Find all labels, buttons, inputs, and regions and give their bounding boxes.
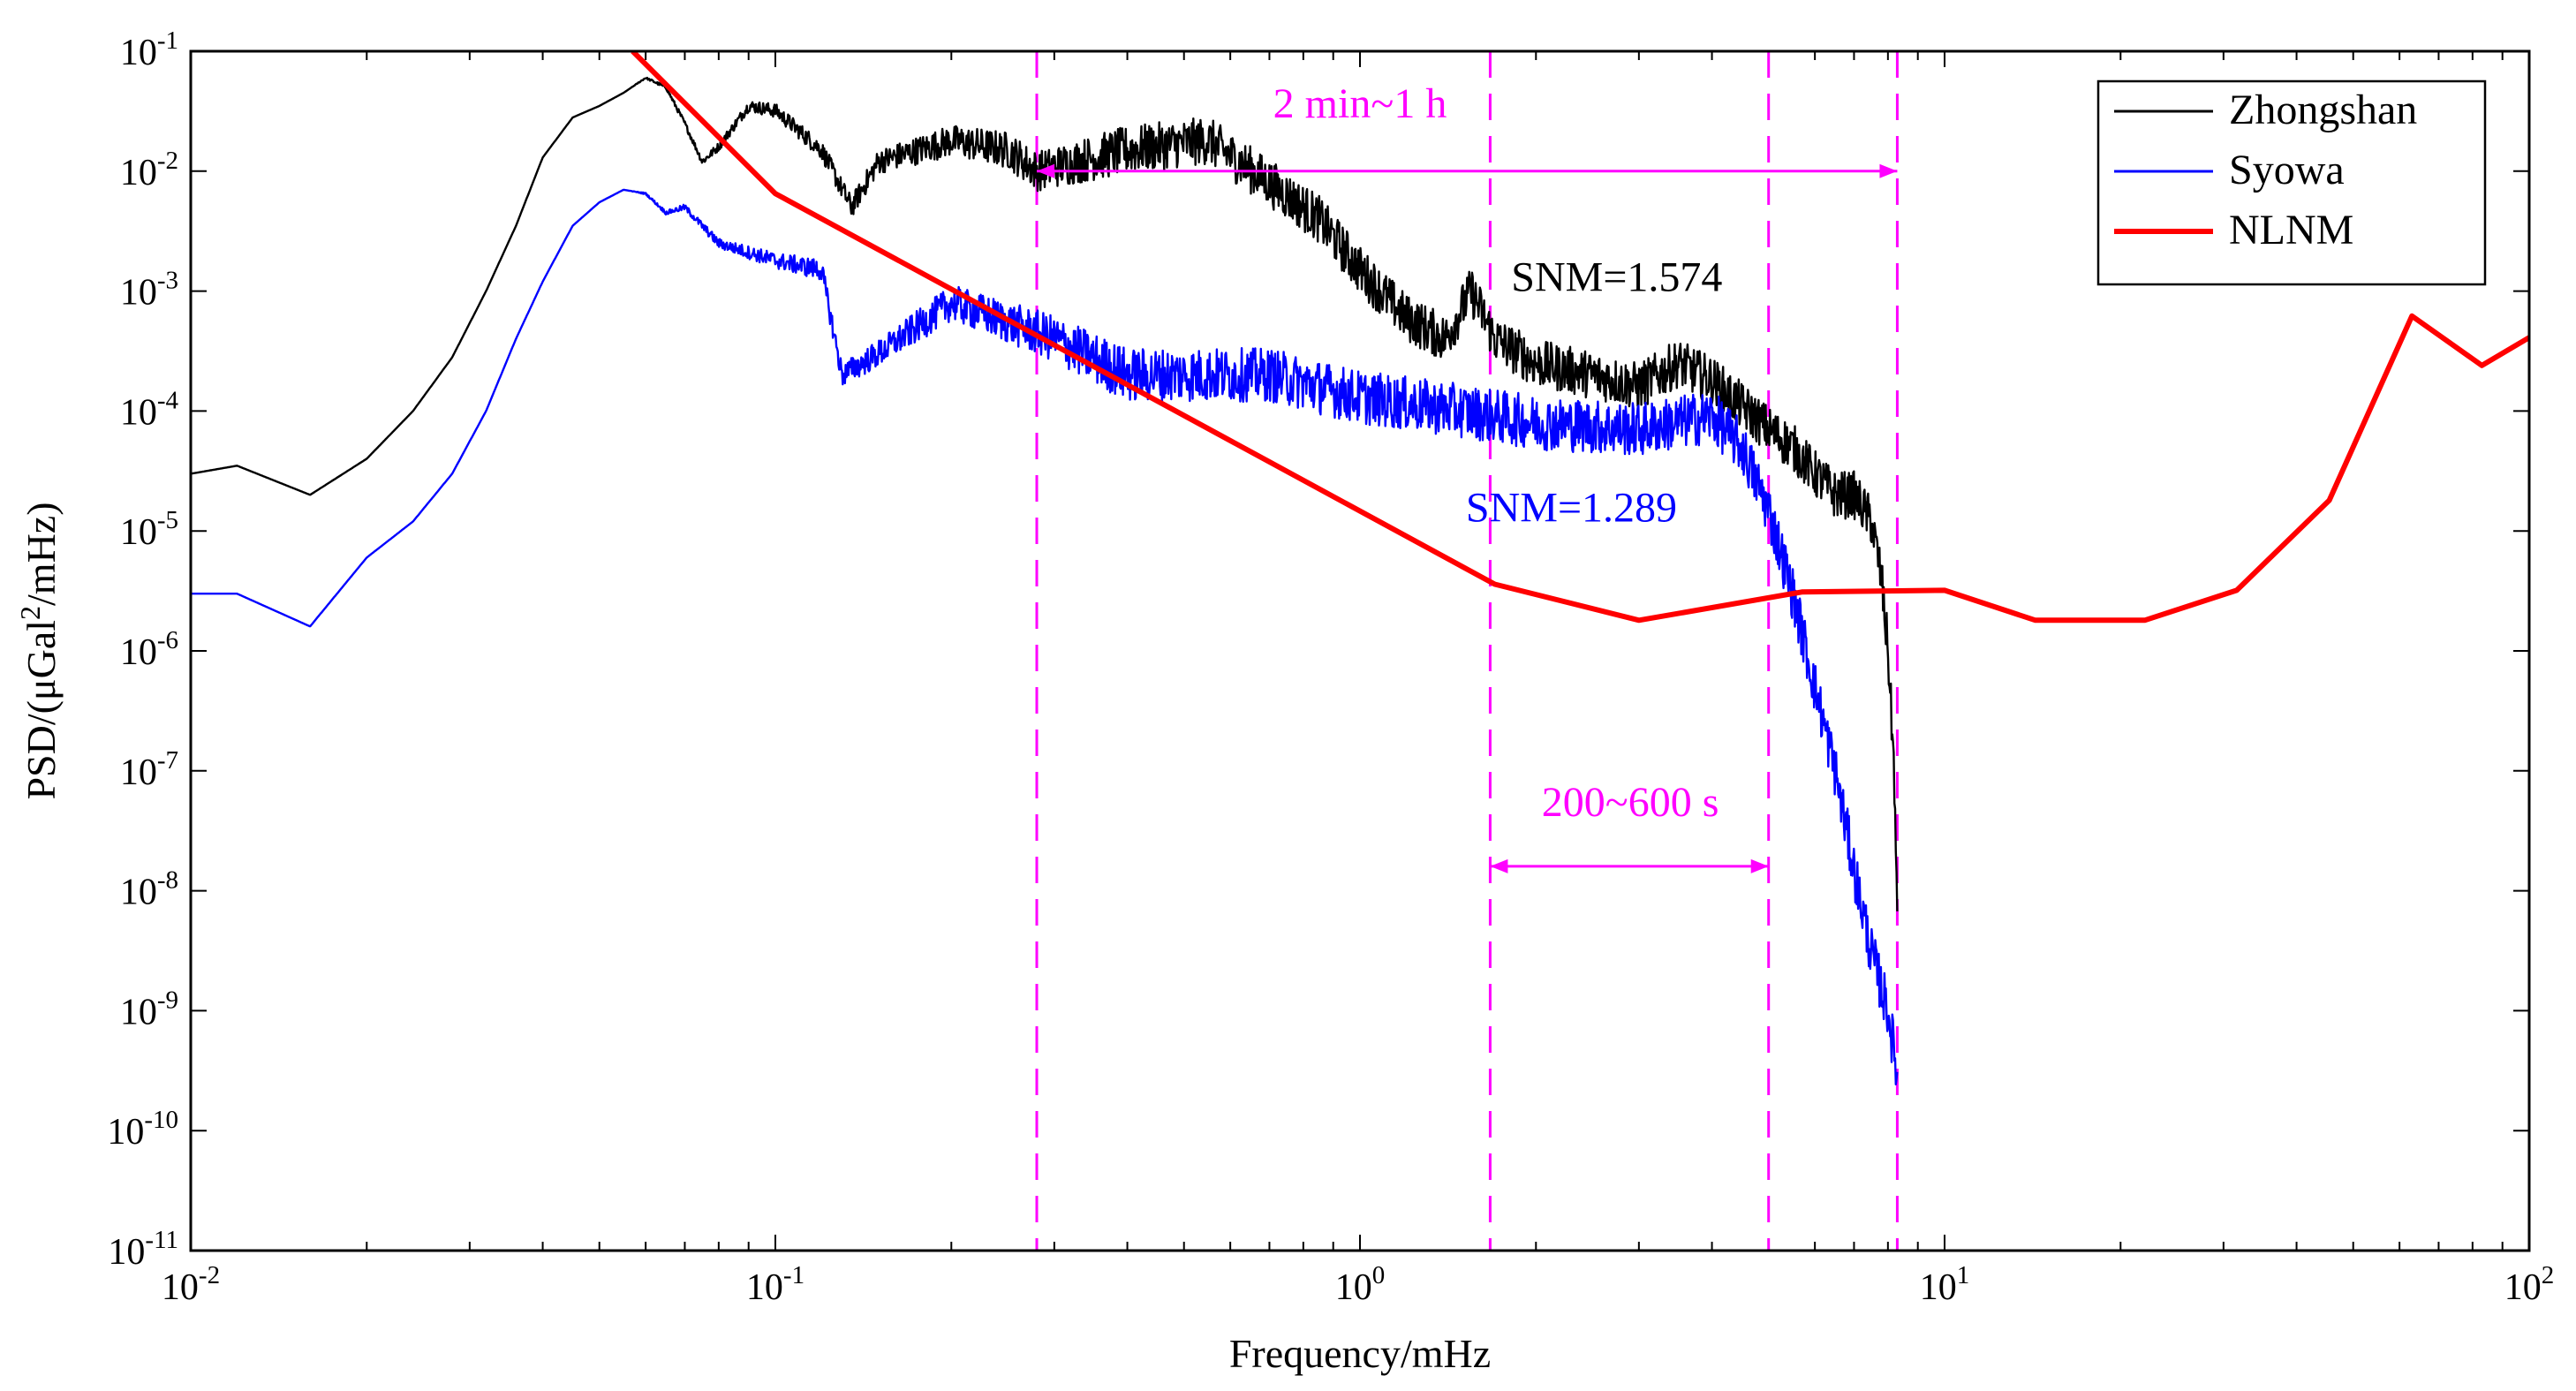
arrow-head: [1490, 858, 1508, 873]
legend-label: NLNM: [2229, 207, 2353, 253]
y-tick-label: 10-1: [120, 26, 178, 73]
y-axis-title: PSD/(μGal2/mHz): [14, 502, 64, 799]
annotations: 2 min~1 h 200~600 s SNM=1.574 SNM=1.289: [1037, 80, 1898, 873]
axis-ticks: [190, 50, 2529, 1251]
x-tick-label: 10-1: [746, 1261, 805, 1308]
x-tick-label: 100: [1335, 1261, 1386, 1308]
series-line-zhongshan: [191, 76, 1899, 911]
arrow-head: [1750, 858, 1769, 873]
y-tick-label: 10-11: [108, 1226, 178, 1273]
y-tick-label: 10-4: [120, 386, 179, 433]
series-line-nlnm: [631, 51, 2529, 624]
annotation-label: 200~600 s: [1542, 779, 1719, 826]
y-tick-label: 10-3: [120, 267, 178, 314]
y-tick-label: 10-7: [120, 746, 178, 793]
annotation-label: 2 min~1 h: [1273, 80, 1447, 127]
arrow-head: [1879, 163, 1898, 178]
dashed-guides: [1035, 51, 1899, 1251]
x-tick-label: 102: [2504, 1261, 2555, 1308]
legend-label: Zhongshan: [2229, 87, 2417, 133]
arrow-head: [1037, 163, 1055, 178]
annotation-label: SNM=1.574: [1511, 254, 1722, 301]
x-axis-title: Frequency/mHz: [1229, 1331, 1491, 1376]
y-tick-label: 10-6: [120, 626, 178, 673]
legend: Zhongshan Syowa NLNM: [2096, 79, 2487, 286]
y-tick-label: 10-8: [120, 866, 178, 913]
x-tick-label: 10-2: [162, 1261, 220, 1308]
y-tick-label: 10-2: [120, 147, 178, 193]
tick-labels: 10-2 10-1 100 101 102 10-1 10-2 10-3 10-4 10-5 10-…: [107, 26, 2554, 1308]
legend-label: Syowa: [2229, 147, 2345, 193]
plot-frame: [189, 49, 2531, 1252]
y-tick-label: 10-10: [107, 1106, 178, 1153]
x-tick-label: 101: [1920, 1261, 1970, 1308]
annotation-label: SNM=1.289: [1466, 484, 1677, 531]
legend-box: [2096, 79, 2487, 286]
y-tick-label: 10-5: [120, 506, 178, 553]
y-tick-label: 10-9: [120, 986, 178, 1032]
series-line-syowa: [191, 188, 1899, 1085]
svg-text:PSD/(μGal2/mHz): PSD/(μGal2/mHz): [14, 502, 64, 799]
series-lines: [191, 51, 2529, 1085]
